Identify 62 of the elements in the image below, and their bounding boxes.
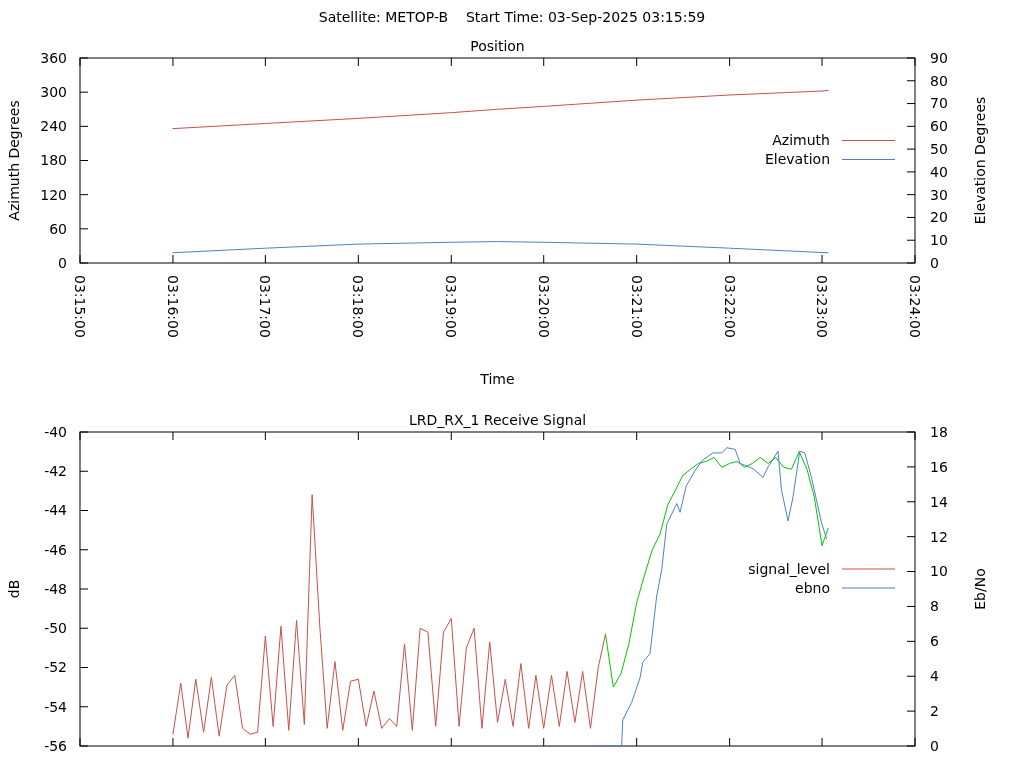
- y2-tick-label: 90: [930, 49, 948, 66]
- y-tick-label: -40: [44, 423, 67, 440]
- y2-axis-title: Eb/No: [972, 568, 988, 610]
- y2-tick-label: 12: [930, 528, 948, 545]
- y-tick-label: 0: [58, 254, 67, 271]
- text: Satellite: METOP-B Start Time: 03-Sep-2025 03:15:59: [318, 9, 706, 25]
- y-tick-label: -46: [44, 541, 68, 558]
- y2-tick-label: 2: [930, 703, 939, 720]
- y-tick-label: -48: [44, 580, 67, 597]
- line-series: [172, 89, 829, 130]
- y2-tick-label: 50: [930, 141, 948, 158]
- x-tick-label: 03:18:00: [350, 275, 367, 338]
- chart-title: LRD_RX_1 Receive Signal: [408, 412, 587, 428]
- y2-tick-label: 10: [930, 232, 948, 249]
- x-tick-label: 03:19:00: [443, 275, 460, 338]
- y2-tick-label: 10: [930, 563, 948, 580]
- y-tick-label: -50: [44, 620, 67, 637]
- chart-title: Position: [470, 38, 525, 54]
- y-tick-label: 180: [40, 152, 67, 169]
- y-tick-label: 60: [49, 220, 67, 237]
- line-series: [172, 241, 829, 254]
- line-series: [604, 451, 829, 688]
- y-tick-label: 120: [40, 186, 67, 203]
- y2-tick-label: 70: [930, 95, 948, 112]
- x-tick-label: 03:15:00: [72, 275, 89, 338]
- y2-tick-label: 14: [930, 493, 948, 510]
- y2-tick-label: 30: [930, 186, 948, 203]
- y-tick-label: -52: [44, 659, 67, 676]
- x-tick-label: 03:20:00: [535, 275, 552, 338]
- x-tick-label: 03:21:00: [628, 275, 645, 338]
- x-tick-label: 03:24:00: [907, 275, 924, 338]
- y2-tick-label: 80: [930, 72, 948, 89]
- y-tick-label: 240: [40, 118, 67, 135]
- y-axis-title: dB: [6, 579, 22, 599]
- y2-tick-label: 0: [930, 737, 939, 754]
- legend-label: Azimuth: [772, 132, 830, 149]
- x-axis-title: Time: [479, 371, 515, 387]
- y2-tick-label: 8: [930, 598, 939, 615]
- y2-tick-label: 16: [930, 458, 948, 475]
- x-tick-label: 03:16:00: [165, 275, 182, 338]
- x-tick-label: 03:17:00: [257, 275, 274, 338]
- legend-label: Elevation: [764, 151, 830, 168]
- y2-tick-label: 0: [930, 254, 939, 271]
- y2-tick-label: 40: [930, 163, 948, 180]
- y2-tick-label: 4: [930, 668, 939, 685]
- y-axis-title: Azimuth Degrees: [6, 100, 22, 221]
- y-tick-label: 300: [40, 84, 67, 101]
- y-tick-label: -54: [44, 698, 68, 715]
- y2-tick-label: 18: [930, 423, 948, 440]
- y2-tick-label: 20: [930, 209, 948, 226]
- y2-axis-title: Elevation Degrees: [972, 96, 988, 225]
- legend-label: signal_level: [748, 560, 830, 577]
- y2-tick-label: 6: [930, 633, 939, 650]
- y-tick-label: -42: [44, 463, 67, 480]
- y-tick-label: -56: [44, 737, 68, 754]
- y2-tick-label: 60: [930, 118, 948, 135]
- legend-label: ebno: [795, 579, 830, 596]
- y-tick-label: -44: [44, 502, 68, 519]
- x-tick-label: 03:23:00: [814, 275, 831, 338]
- x-tick-label: 03:22:00: [721, 275, 738, 338]
- y-tick-label: 360: [40, 49, 67, 66]
- line-series: [172, 494, 606, 739]
